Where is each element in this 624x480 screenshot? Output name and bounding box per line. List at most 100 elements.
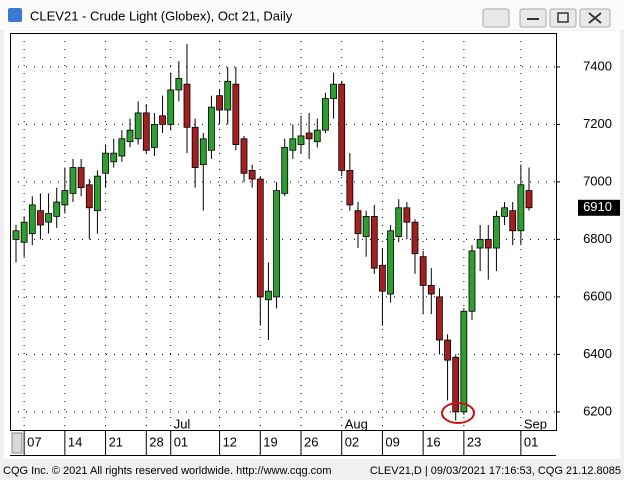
candle-body: [69, 167, 77, 194]
candle-body: [142, 112, 150, 151]
y-tick-label: 6400: [583, 346, 612, 361]
x-tick-label: 14: [68, 434, 82, 449]
candle-body: [94, 175, 101, 212]
candle-body: [493, 216, 500, 249]
candle-body: [191, 126, 199, 168]
candle-body: [110, 152, 118, 163]
x-tick-label: 01: [524, 434, 538, 449]
month-label: Sep: [524, 416, 547, 431]
candle-body: [387, 230, 394, 295]
candle-body: [45, 213, 52, 223]
candle-body: [265, 290, 272, 301]
candle-body: [61, 190, 69, 206]
y-tick-label: 6800: [583, 231, 612, 246]
x-tick-label: 01: [174, 434, 188, 449]
footer-left: CQG Inc. © 2021 All rights reserved worl…: [3, 465, 331, 477]
candle-body: [362, 216, 370, 237]
link-button[interactable]: [482, 8, 510, 28]
y-tick-label: 7000: [583, 173, 612, 188]
candle-body: [427, 285, 435, 295]
candle-body: [305, 132, 313, 140]
app-icon: [8, 8, 22, 22]
candle-body: [468, 250, 476, 312]
x-tick-label: 16: [426, 434, 440, 449]
candle-body: [208, 106, 215, 151]
candle-body: [289, 138, 297, 151]
x-tick-label: 21: [109, 434, 123, 449]
x-tick-label: 07: [27, 434, 41, 449]
candle-body: [313, 129, 321, 143]
candle-body: [273, 190, 280, 298]
candle-body: [346, 170, 354, 206]
candle-body: [85, 184, 93, 209]
candle-body: [151, 124, 158, 148]
candle-body: [159, 115, 166, 125]
candle-body: [330, 83, 337, 99]
candle-body: [199, 138, 207, 166]
candle-body: [354, 210, 362, 235]
candle-body: [395, 207, 403, 237]
candle-body: [102, 152, 109, 174]
y-tick-label: 6200: [583, 403, 612, 418]
candle-body: [224, 80, 232, 111]
maximize-icon: [557, 12, 569, 23]
x-tick-label: 28: [149, 434, 163, 449]
status-bar: [0, 461, 624, 480]
y-tick-label: 7400: [583, 58, 612, 73]
scroll-handle[interactable]: [11, 432, 23, 454]
footer-right: CLEV21,D | 09/03/2021 17:16:53, CQG 21.1…: [370, 465, 621, 477]
candle-body: [419, 256, 427, 286]
candle-body: [12, 230, 20, 240]
candle-body: [28, 204, 36, 235]
candle-body: [232, 83, 240, 145]
chart-background: [4, 31, 620, 459]
candle-body: [525, 190, 533, 209]
candle-body: [484, 239, 492, 249]
candle-body: [126, 129, 134, 143]
month-label: Aug: [345, 416, 368, 431]
candle-body: [517, 184, 525, 232]
candle-body: [297, 135, 305, 145]
candle-body: [501, 207, 508, 217]
candle-body: [248, 170, 256, 180]
low-highlight: [441, 402, 475, 424]
candle-body: [240, 138, 248, 174]
x-tick-label: 12: [223, 434, 237, 449]
candle-body: [77, 167, 85, 189]
candle-body: [460, 310, 468, 413]
candle-body: [281, 147, 289, 194]
candle-body: [118, 138, 126, 157]
last-price-box: [578, 199, 620, 216]
last-price-label: 6910: [583, 199, 612, 214]
x-tick-label: 09: [385, 434, 399, 449]
close-icon: [588, 12, 602, 24]
candle-body: [322, 98, 329, 131]
candle-body: [53, 201, 61, 217]
candle-body: [452, 356, 460, 413]
candle-body: [256, 178, 264, 298]
candle-body: [436, 296, 443, 341]
candle-body: [134, 112, 142, 140]
maximize-button[interactable]: [549, 8, 577, 28]
candle-body: [338, 83, 346, 171]
x-tick-label: 23: [467, 434, 481, 449]
candle-body: [167, 89, 175, 125]
candle-body: [37, 210, 44, 226]
window-title: CLEV21 - Crude Light (Globex), Oct 21, D…: [30, 8, 293, 23]
candle-body: [370, 216, 378, 269]
candle-body: [403, 207, 411, 223]
x-tick-label: 19: [263, 434, 277, 449]
plot-border: [10, 33, 557, 431]
candle-body: [183, 83, 191, 128]
candle-body: [175, 78, 183, 91]
candle-body: [444, 339, 451, 361]
y-tick-label: 6600: [583, 288, 612, 303]
candle-body: [411, 221, 419, 255]
x-tick-label: 26: [304, 434, 318, 449]
month-label: Jul: [174, 416, 191, 431]
candle-body: [509, 210, 517, 232]
candle-body: [476, 239, 484, 249]
x-tick-label: 02: [345, 434, 359, 449]
